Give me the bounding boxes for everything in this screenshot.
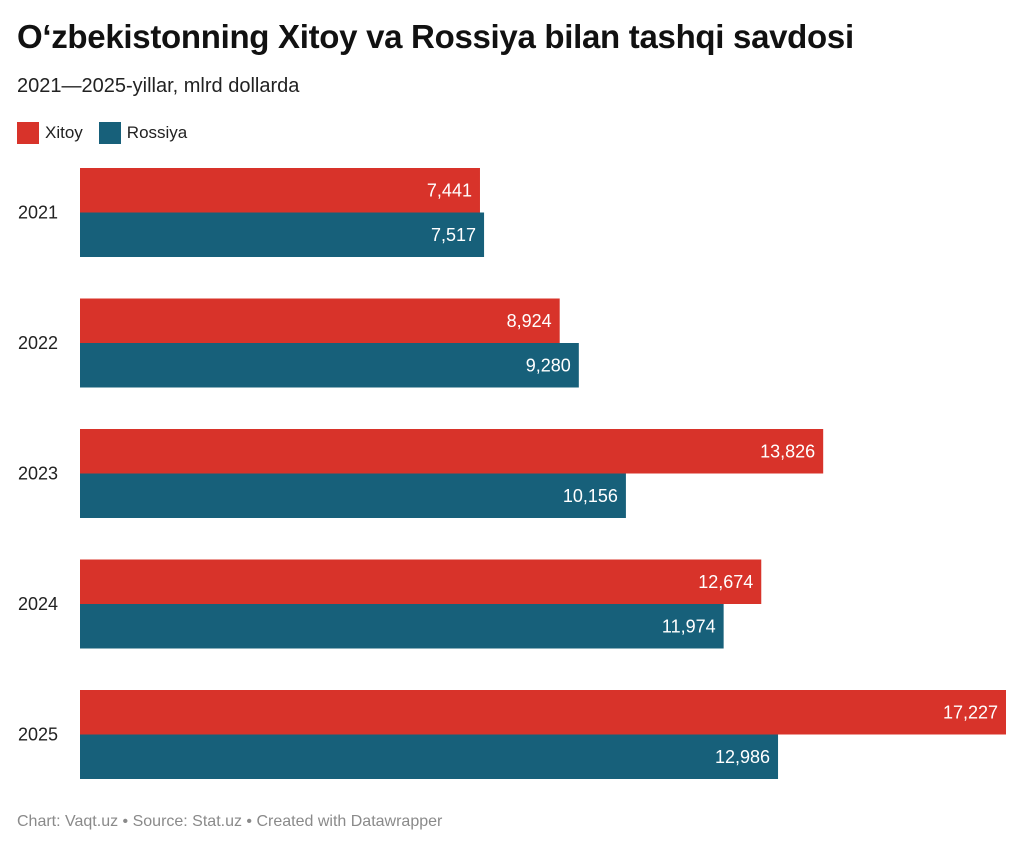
y-axis-label-2021: 2021 xyxy=(18,203,58,223)
bar-xitoy-2022 xyxy=(80,298,560,343)
data-label-rossiya-2023: 10,156 xyxy=(563,486,618,506)
data-label-xitoy-2021: 7,441 xyxy=(427,180,472,200)
data-label-rossiya-2021: 7,517 xyxy=(431,225,476,245)
y-axis-label-2022: 2022 xyxy=(18,333,58,353)
y-axis-label-2023: 2023 xyxy=(18,464,58,484)
legend-label-rossiya: Rossiya xyxy=(126,123,188,142)
chart-title: O‘zbekistonning Xitoy va Rossiya bilan t… xyxy=(17,18,854,55)
legend-item-rossiya: Rossiya xyxy=(98,122,188,144)
legend-item-xitoy: Xitoy xyxy=(17,122,83,144)
legend: Xitoy Rossiya xyxy=(17,121,203,145)
legend-swatch-xitoy xyxy=(17,122,39,144)
chart-footer: Chart: Vaqt.uz • Source: Stat.uz • Creat… xyxy=(17,813,442,831)
bar-xitoy-2025 xyxy=(80,690,1006,735)
bar-rossiya-2022 xyxy=(80,343,579,388)
data-label-xitoy-2022: 8,924 xyxy=(507,311,552,331)
footer-separator-1: • xyxy=(118,813,133,830)
legend-label-xitoy: Xitoy xyxy=(45,123,83,142)
chart-subtitle: 2021—2025-yillar, mlrd dollarda xyxy=(17,75,300,97)
bar-rossiya-2021 xyxy=(80,212,485,257)
bar-xitoy-2021 xyxy=(80,168,480,213)
bar-rossiya-2023 xyxy=(80,473,626,518)
legend-swatch-rossiya xyxy=(98,122,121,144)
bar-chart: 2021 7,441 7,517 2022 8,924 9,280 2023 13,826 10… xyxy=(18,168,1006,779)
bar-rossiya-2024 xyxy=(80,604,724,649)
footer-created: Created with Datawrapper xyxy=(256,813,443,830)
data-label-xitoy-2023: 13,826 xyxy=(760,441,815,461)
y-axis-label-2025: 2025 xyxy=(18,725,58,745)
data-label-xitoy-2024: 12,674 xyxy=(698,572,753,592)
data-label-rossiya-2025: 12,986 xyxy=(715,747,770,767)
footer-source: Source: Stat.uz xyxy=(132,813,242,830)
bar-rossiya-2025 xyxy=(80,734,779,779)
footer-credit: Chart: Vaqt.uz xyxy=(17,813,119,830)
y-axis-label-2024: 2024 xyxy=(18,594,58,614)
data-label-rossiya-2024: 11,974 xyxy=(662,616,716,636)
data-label-xitoy-2025: 17,227 xyxy=(943,702,998,722)
data-label-rossiya-2022: 9,280 xyxy=(526,355,571,375)
bar-xitoy-2024 xyxy=(80,559,762,604)
bar-xitoy-2023 xyxy=(80,429,824,474)
footer-separator-2: • xyxy=(241,813,257,830)
